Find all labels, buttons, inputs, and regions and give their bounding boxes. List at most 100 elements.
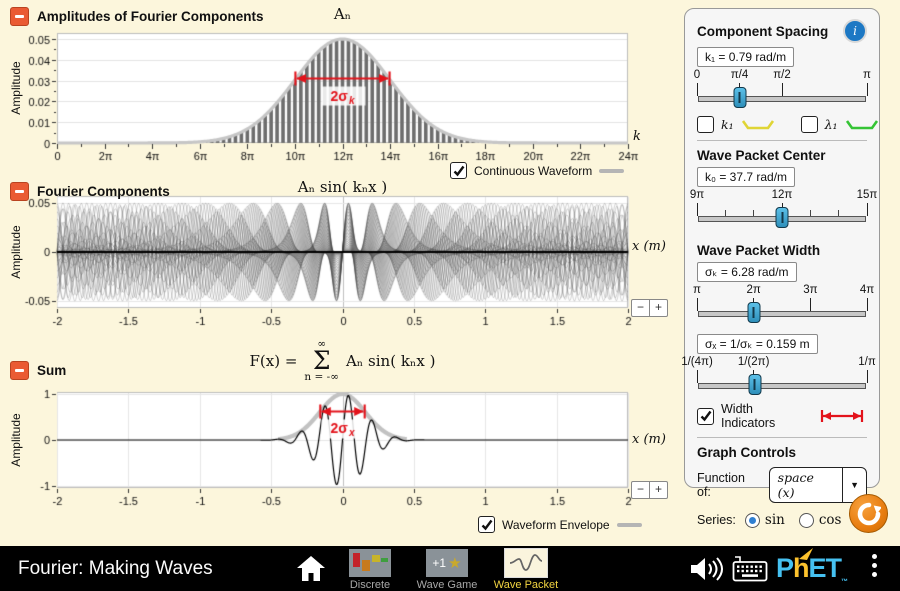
sum-y-axis-label: Amplitude (9, 413, 23, 467)
chevron-down-icon: ▼ (850, 480, 859, 490)
screen-button-discrete[interactable]: Discrete (340, 549, 400, 591)
sum-header: Sum (37, 363, 67, 378)
series-radio-sin[interactable]: sin (744, 512, 785, 528)
zoom-out-button[interactable]: − (631, 481, 650, 499)
control-panel: Component Spacing i k₁ = 0.79 rad/m 0 π/4… (681, 8, 880, 528)
radio-icon[interactable] (798, 512, 814, 528)
k1-label: k₁ (721, 117, 734, 132)
series-label: Series: (697, 513, 736, 527)
k1-checkbox[interactable] (697, 116, 714, 133)
slider-thumb[interactable] (733, 87, 746, 108)
menu-dots-icon[interactable] (872, 554, 877, 577)
wave-packet-squiggle-icon (509, 554, 543, 571)
zoom-out-button[interactable]: − (631, 299, 650, 317)
width-indicators-checkbox[interactable] (697, 407, 714, 425)
lambda1-label: λ₁ (824, 117, 838, 132)
slider-tick-label: 1/(4π) (681, 356, 713, 368)
home-button[interactable] (296, 555, 326, 587)
function-of-dropdown[interactable]: space (x) ▼ (768, 467, 867, 503)
wave-packet-width-title: Wave Packet Width (697, 243, 821, 258)
function-of-label: Function of: (697, 471, 745, 499)
slider-minor-tick (724, 210, 726, 217)
components-x-axis-label: x (m) (632, 239, 666, 254)
slider-tick (696, 298, 698, 311)
slider-tick (696, 83, 698, 96)
lambda1-bracket-icon (845, 119, 878, 129)
slider-track[interactable] (698, 96, 866, 102)
sigma-k-value-display: σₖ = 6.28 rad/m (697, 262, 797, 282)
radio-icon[interactable] (744, 512, 760, 528)
screen-label: Wave Game (416, 579, 478, 591)
components-zoom-control: − + (631, 299, 668, 317)
screen-label: Wave Packet (493, 579, 559, 591)
slider-tick-label: 1/π (858, 356, 876, 368)
sigma-x-value-display: σₓ = 1/σₖ = 0.159 m (697, 334, 818, 354)
components-y-axis-label: Amplitude (9, 225, 23, 279)
slider-track[interactable] (698, 311, 866, 317)
minus-icon (15, 15, 24, 18)
speaker-icon (691, 557, 723, 581)
waveform-envelope-checkbox[interactable] (478, 516, 495, 533)
slider-thumb[interactable] (747, 302, 761, 323)
wave-packet-center-title: Wave Packet Center (697, 148, 826, 163)
slider-tick-label: π/4 (730, 69, 749, 81)
slider-tick-label: 0 (693, 69, 701, 81)
sum-equation: F(x) = ∞ Σ n = -∞ Aₙ sin( kₙx ) (57, 336, 628, 386)
continuous-waveform-swatch (599, 168, 625, 173)
equation-rhs: Aₙ sin( kₙx ) (345, 352, 436, 370)
discrete-bars-icon (353, 553, 388, 571)
slider-minor-tick (753, 210, 755, 217)
slider-tick-label: 12π (771, 189, 793, 201)
components-header: Fourier Components (37, 184, 170, 199)
slider-minor-tick (838, 210, 840, 217)
equation-lhs: F(x) = (249, 352, 298, 370)
slider-tick-label: 1/(2π) (737, 356, 770, 368)
function-of-value: space (x) (777, 470, 814, 500)
sigma-x-slider[interactable]: 1/(4π) 1/(2π) 1/π (681, 356, 876, 402)
home-icon (297, 556, 325, 581)
slider-thumb[interactable] (748, 374, 762, 395)
collapse-sum-button[interactable] (10, 361, 29, 380)
k0-value-display: k₀ = 37.7 rad/m (697, 167, 796, 187)
zoom-in-button[interactable]: + (650, 481, 668, 499)
slider-tick (781, 83, 783, 96)
lambda1-indicator-row: λ₁ (800, 116, 879, 133)
slider-tick-label: 15π (856, 189, 878, 201)
series-radio-group: sin cos (744, 512, 841, 528)
phet-menu-button[interactable]: PhET™ (776, 548, 849, 591)
keyboard-shortcuts-button[interactable] (732, 556, 768, 587)
radio-label: sin (764, 512, 785, 528)
trademark: ™ (841, 578, 849, 586)
collapse-components-button[interactable] (10, 182, 29, 201)
screen-button-wave-game[interactable]: +1 ★ Wave Game (417, 549, 477, 591)
continuous-waveform-checkbox[interactable] (450, 162, 467, 179)
slider-tick (866, 370, 868, 383)
continuous-waveform-label: Continuous Waveform (474, 163, 593, 178)
slider-tick (866, 203, 868, 216)
amplitudes-x-axis-label: k (633, 129, 641, 144)
divider (697, 437, 867, 438)
sound-button[interactable] (688, 555, 724, 588)
slider-track[interactable] (698, 383, 866, 389)
waveform-envelope-label: Waveform Envelope (502, 517, 610, 532)
info-icon[interactable]: i (843, 19, 867, 43)
amplitudes-y-axis-label: Amplitude (9, 61, 23, 115)
waveform-envelope-swatch (616, 522, 642, 527)
reset-all-button[interactable] (849, 494, 888, 533)
zoom-in-button[interactable]: + (650, 299, 668, 317)
series-radio-cos[interactable]: cos (798, 512, 841, 528)
screen-button-wave-packet[interactable]: Wave Packet (493, 548, 559, 591)
navigation-bar: Fourier: Making Waves Discrete +1 ★ Wave… (0, 546, 900, 591)
collapse-amplitudes-button[interactable] (10, 7, 29, 26)
sigma-k-slider[interactable]: π 2π 3π 4π (693, 284, 874, 330)
graph-controls-title: Graph Controls (697, 445, 797, 460)
amplitudes-chart-title: Aₙ (333, 5, 352, 23)
slider-tick-label: π/2 (773, 69, 791, 81)
wave-packet-center-slider[interactable]: 9π 12π 15π (690, 189, 877, 235)
lambda1-checkbox[interactable] (800, 116, 818, 133)
sum-accordion-header: Sum (10, 361, 66, 380)
slider-thumb[interactable] (775, 207, 789, 228)
component-spacing-slider[interactable]: 0 π/4 π/2 π (693, 69, 871, 115)
slider-tick-label: 2π (746, 284, 761, 296)
